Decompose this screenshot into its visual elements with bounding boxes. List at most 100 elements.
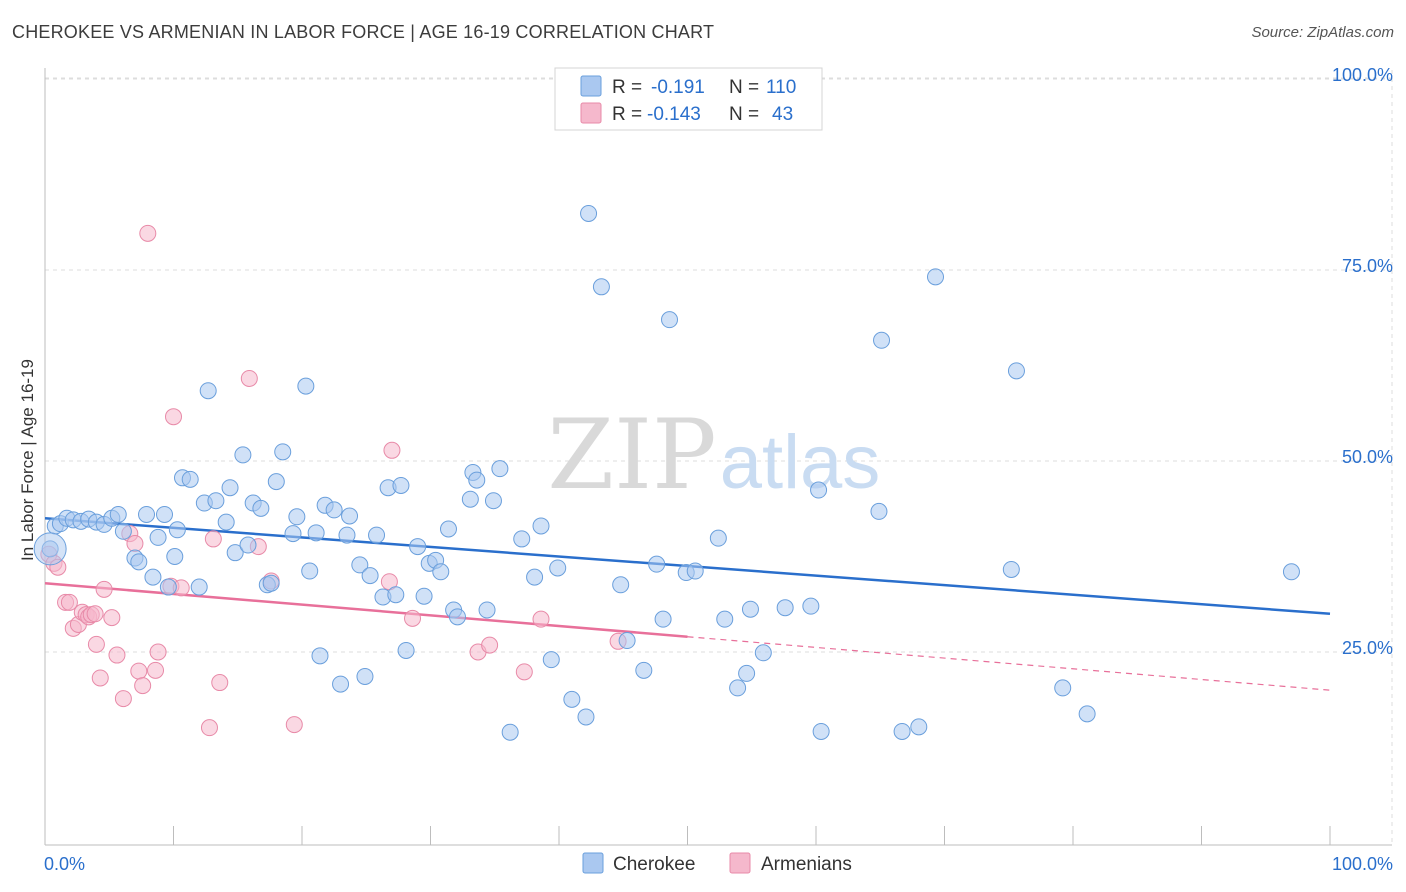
armenians-point (149, 643, 167, 661)
cherokee-point (1282, 563, 1300, 581)
armenians-point (515, 663, 533, 681)
cherokee-point (149, 528, 167, 546)
legend-swatch-armenians (729, 852, 751, 874)
cherokee-point (432, 563, 450, 581)
cherokee-point (262, 574, 280, 592)
cherokee-point (802, 597, 820, 615)
armenians-point (126, 535, 144, 553)
y-tick-label: 75.0% (1342, 256, 1393, 276)
cherokee-point (114, 522, 132, 540)
trend-lines (44, 517, 1331, 691)
legend-item-cherokee: Cherokee (613, 854, 695, 875)
y-tick-label: 25.0% (1342, 638, 1393, 658)
y-tick-label: 50.0% (1342, 447, 1393, 467)
chart-title: CHEROKEE VS ARMENIAN IN LABOR FORCE | AG… (12, 22, 715, 42)
armenians-point (383, 441, 401, 459)
cherokee-point (288, 508, 306, 526)
armenians-point (404, 609, 422, 627)
armenians-point (134, 677, 152, 695)
armenians-point (211, 674, 229, 692)
cherokee-point (513, 530, 531, 548)
series-legend: Cherokee Armenians (582, 852, 852, 875)
armenians-point (481, 636, 499, 654)
cherokee-point (927, 268, 945, 286)
cherokee-point (325, 501, 343, 519)
armenians-point (240, 369, 258, 387)
cherokee-point (159, 578, 177, 596)
armenians-point (108, 646, 126, 664)
cherokee-point (181, 470, 199, 488)
legend-n-label: N = (729, 104, 759, 125)
cherokee-point (776, 599, 794, 617)
legend-swatch-cherokee (580, 75, 602, 97)
armenians-point (87, 635, 105, 653)
cherokee-point (207, 492, 225, 510)
cherokee-point (392, 476, 410, 494)
cherokee-point (893, 722, 911, 740)
tick-labels: 25.0% 50.0% 75.0% 100.0% 0.0% 100.0% (44, 65, 1393, 874)
cherokee-point (274, 443, 292, 461)
cherokee-point (252, 499, 270, 517)
cherokee-point (1007, 362, 1025, 380)
cherokee-point (812, 722, 830, 740)
cherokee-point (491, 460, 509, 478)
cherokee-points (33, 204, 1300, 741)
armenians-point (165, 408, 182, 426)
cherokee-point (301, 562, 319, 580)
cherokee-point (461, 490, 479, 508)
cherokee-point (709, 529, 727, 547)
cherokee-point (234, 446, 252, 464)
axes (44, 68, 1392, 846)
cherokee-point (144, 568, 162, 586)
x-tick-label: 100.0% (1332, 854, 1393, 874)
y-axis-label: In Labor Force | Age 16-19 (18, 359, 37, 561)
cherokee-point (297, 377, 315, 395)
legend-r-value: -0.191 (651, 77, 705, 98)
armenians-point (95, 580, 113, 598)
cherokee-point (1002, 560, 1020, 578)
cherokee-point (199, 382, 217, 400)
armenians-point (60, 593, 78, 611)
source-label: Source: ZipAtlas.com (1251, 24, 1394, 41)
watermark: ZIP atlas (547, 399, 880, 511)
armenians-point (204, 530, 222, 548)
armenians-point (532, 610, 550, 628)
cherokee-point (648, 555, 666, 573)
armenians-point (103, 609, 121, 627)
cherokee-point (563, 690, 581, 708)
legend-r-label: R = (612, 77, 642, 98)
cherokee-point (526, 568, 544, 586)
cherokee-point (729, 679, 747, 697)
cherokee-point (738, 664, 756, 682)
cherokee-point (341, 507, 359, 525)
cherokee-point (338, 526, 356, 544)
cherokee-point (239, 536, 257, 554)
cherokee-point (332, 675, 350, 693)
legend-n-value: 110 (766, 77, 796, 98)
armenians-point (200, 719, 218, 737)
cherokee-point (190, 578, 208, 596)
cherokee-point (549, 559, 567, 577)
watermark-zip: ZIP (547, 399, 716, 511)
cherokee-point (109, 505, 127, 523)
cherokee-point (33, 532, 67, 566)
cherokee-point (217, 513, 235, 531)
armenians-point (130, 662, 148, 680)
correlation-legend: R = -0.191 N = 110 R = -0.143 N = 43 (554, 67, 823, 131)
armenians-point (91, 669, 109, 687)
cherokee-point (661, 311, 679, 329)
cherokee-point (284, 525, 302, 543)
legend-n-label: N = (729, 77, 759, 98)
cherokee-point (577, 708, 595, 726)
cherokee-point (592, 278, 610, 296)
cherokee-point (156, 505, 174, 523)
cherokee-point (754, 644, 772, 662)
cherokee-point (542, 651, 560, 669)
cherokee-point (415, 587, 433, 605)
legend-item-armenians: Armenians (761, 854, 852, 875)
cherokee-point (1078, 705, 1096, 723)
cherokee-point (810, 481, 828, 499)
legend-r-label: R = (612, 104, 642, 125)
y-tick-label: 100.0% (1332, 65, 1393, 85)
legend-n-value: 43 (772, 104, 793, 125)
